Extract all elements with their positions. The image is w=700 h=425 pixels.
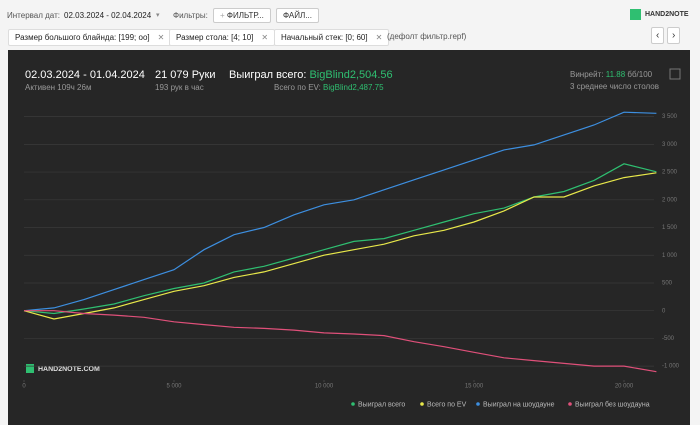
- next-button[interactable]: ›: [667, 27, 681, 44]
- legend-label: Выиграл всего: [358, 401, 405, 408]
- series-line: [23, 111, 657, 312]
- logo-text: HAND2NOTE: [645, 11, 689, 18]
- won-value: BigBlind2,504.56: [309, 69, 392, 81]
- chip-text: Начальный стек: [0; 60]: [281, 33, 368, 42]
- hands: 21 079 Руки: [155, 69, 216, 81]
- y-tick-label: 2 000: [662, 197, 678, 203]
- legend-label: Выиграл на шоудауне: [483, 401, 555, 408]
- chart-panel: 02.03.2024 - 01.04.2024 Активен 109ч 26м…: [8, 50, 690, 425]
- filter-button-text: ФИЛЬТР...: [226, 11, 264, 20]
- y-tick-label: 3 000: [662, 142, 678, 148]
- watermark-icon: [26, 364, 34, 373]
- prev-button[interactable]: ‹: [651, 27, 665, 44]
- x-tick-label: 15 000: [465, 384, 484, 390]
- won-label: Выиграл всего: BigBlind2,504.56: [229, 69, 393, 81]
- legend-marker: [420, 402, 424, 406]
- legend-label: Выиграл без шоудауна: [575, 400, 650, 408]
- date-dropdown-arrow[interactable]: ▾: [156, 12, 160, 19]
- series-line: [23, 172, 657, 320]
- file-button[interactable]: ФАЙЛ...: [276, 8, 319, 23]
- ev-value: BigBlind2,487.75: [323, 83, 384, 92]
- ev-label-text: Всего по EV:: [274, 83, 321, 92]
- x-tick-label: 0: [22, 384, 26, 390]
- filter-button[interactable]: + ФИЛЬТР...: [213, 8, 271, 23]
- filter-preset: (дефолт фильтр.repf): [387, 32, 467, 41]
- x-tick-label: 10 000: [315, 384, 334, 390]
- x-tick-label: 5 000: [166, 384, 182, 390]
- y-tick-label: -1 000: [662, 364, 680, 370]
- y-tick-label: 500: [662, 281, 673, 287]
- date-range[interactable]: 02.03.2024 - 02.04.2024: [64, 11, 152, 20]
- legend-marker: [351, 402, 355, 406]
- filters-label: Фильтры:: [173, 11, 208, 20]
- panel-bg: [8, 50, 690, 425]
- date-label: Интервал дат:: [7, 11, 60, 20]
- chip-text: Размер большого блайнда: [199; oo]: [15, 33, 150, 42]
- filter-chip[interactable]: Размер большого блайнда: [199; oo] ✕: [8, 29, 172, 46]
- legend-label: Всего по EV: [427, 401, 467, 408]
- y-tick-label: 1 000: [662, 253, 678, 259]
- hands-per-hour: 193 рук в час: [155, 83, 204, 92]
- ev-label: Всего по EV: BigBlind2,487.75: [274, 83, 384, 92]
- y-tick-label: 0: [662, 308, 666, 314]
- logo-icon: [630, 9, 641, 20]
- won-label-text: Выиграл всего:: [229, 69, 306, 81]
- export-icon[interactable]: [669, 68, 681, 80]
- active-time: Активен 109ч 26м: [25, 83, 91, 92]
- chip-text: Размер стола: [4; 10]: [176, 33, 254, 42]
- legend-marker: [568, 402, 572, 406]
- legend-marker: [476, 402, 480, 406]
- winrate: Винрейт: 11.88 бб/100: [570, 70, 653, 79]
- watermark: HAND2NOTE.COM: [38, 366, 100, 373]
- filter-chip[interactable]: Размер стола: [4; 10] ✕: [169, 29, 276, 46]
- avg-tables: 3 среднее число столов: [570, 82, 659, 91]
- y-tick-label: 1 500: [662, 225, 678, 231]
- y-tick-label: 2 500: [662, 170, 678, 176]
- filter-chip[interactable]: Начальный стек: [0; 60] ✕: [274, 29, 390, 46]
- period: 02.03.2024 - 01.04.2024: [25, 69, 145, 81]
- x-tick-label: 20 000: [615, 384, 634, 390]
- winrate-unit: бб/100: [627, 70, 652, 79]
- y-tick-label: -500: [662, 336, 675, 342]
- winrate-value: 11.88: [606, 70, 626, 79]
- series-line: [24, 310, 657, 373]
- series-line: [23, 163, 657, 315]
- winrate-label: Винрейт:: [570, 70, 603, 79]
- y-tick-label: 3 500: [662, 114, 678, 120]
